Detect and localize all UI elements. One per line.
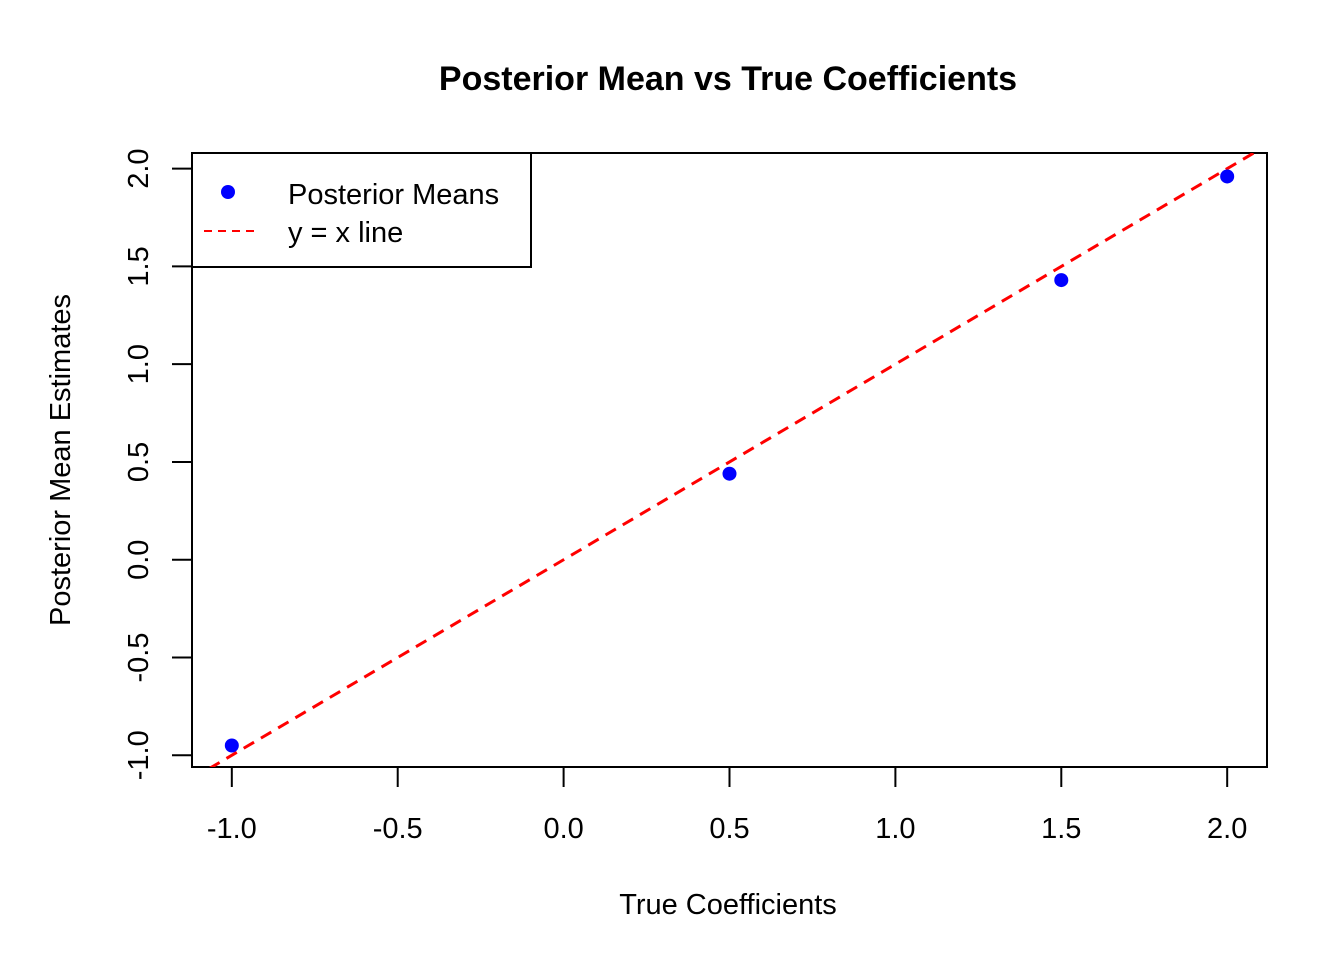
x-tick-label: -0.5 [373,813,423,845]
plot-area [208,153,1257,767]
data-point [1054,273,1069,288]
legend: Posterior Means y = x line [191,152,532,268]
data-point [722,466,737,481]
y-tick-label: 1.0 [123,344,155,384]
chart-title: Posterior Mean vs True Coefficients [439,60,1017,98]
y-tick-label: 1.5 [123,246,155,286]
y-tick-label: 0.5 [123,442,155,482]
data-point [224,738,239,753]
x-tick-label: -1.0 [207,813,257,845]
y-tick-label: 0.0 [123,540,155,580]
y-tick-label: 2.0 [123,148,155,188]
data-point [1220,169,1235,184]
x-tick-label: 0.5 [709,813,749,845]
x-tick-label: 1.5 [1041,813,1081,845]
x-axis-label: True Coefficients [619,889,837,921]
x-tick-label: 2.0 [1207,813,1247,845]
x-tick-label: 1.0 [875,813,915,845]
x-axis: -1.0 -0.5 0.0 0.5 1.0 1.5 2.0 [207,766,1247,845]
yx-reference-line [208,153,1257,767]
legend-label-yx-line: y = x line [288,217,403,249]
y-tick-label: -0.5 [123,633,155,683]
legend-box [191,152,532,268]
legend-label-posterior-means: Posterior Means [288,179,499,211]
legend-point-marker [221,185,235,199]
y-axis-label: Posterior Mean Estimates [45,294,77,626]
y-tick-label: -1.0 [123,730,155,780]
y-axis: -1.0 -0.5 0.0 0.5 1.0 1.5 2.0 [123,148,193,780]
x-tick-label: 0.0 [543,813,583,845]
